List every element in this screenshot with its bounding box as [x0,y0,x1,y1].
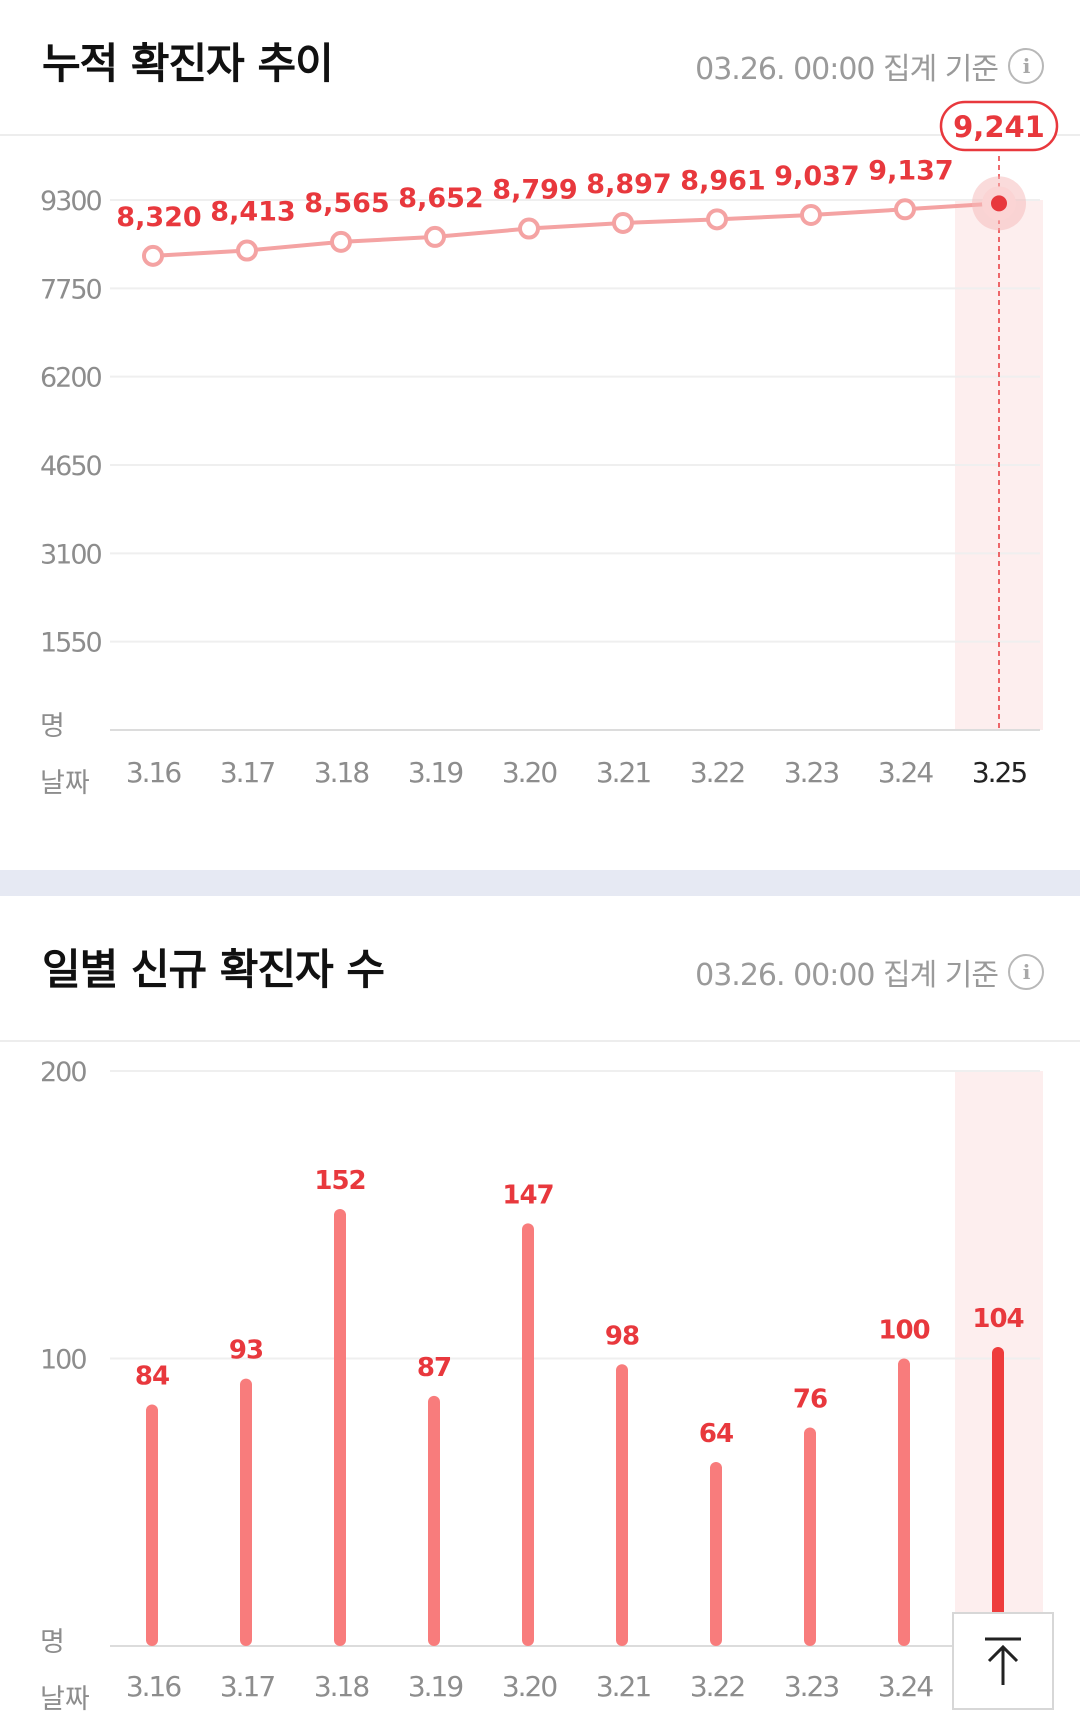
data-label: 8,652 [398,183,483,214]
daily-meta-text: 03.26. 00:00 집계 기준 [695,958,999,993]
y-tick-label: 6200 [40,363,102,394]
bar [710,1462,722,1646]
x-tick-label: 3.19 [408,1670,463,1703]
x-tick-label: 3.21 [596,756,651,789]
x-tick-label: 3.25 [972,756,1027,789]
y-tick-label: 1550 [40,628,102,659]
y-axis-unit: 명 [40,711,65,742]
data-point [142,244,164,267]
data-point [800,203,822,226]
bar [334,1209,346,1646]
x-tick-label: 3.22 [690,1670,745,1703]
daily-bar-chart: 100 200 명날짜 3.16 3.17 3.18 3.19 3.20 3.21 3.22 3.2… [40,1057,1043,1715]
x-axis-label: 날짜 [40,1684,90,1715]
section-divider [0,870,1080,896]
daily-title: 일별 신규 확진자 수 [42,945,385,994]
data-label: 98 [605,1321,639,1351]
y-tick-label: 100 [40,1345,86,1376]
x-tick-label: 3.23 [784,1670,839,1703]
data-label: 147 [502,1180,553,1210]
arrow-up-to-top-icon [985,1637,1021,1685]
daily-section: 일별 신규 확진자 수 03.26. 00:00 집계 기준 i 100 200 명… [0,896,1080,1721]
bar [616,1364,628,1646]
y-tick-label: 200 [40,1057,86,1088]
data-point [991,195,1007,212]
bar [146,1404,158,1646]
daily-header-divider [0,1040,1080,1042]
data-point [424,225,446,248]
data-label: 8,320 [116,202,201,233]
x-tick-label: 3.24 [878,1670,934,1703]
y-tick-label: 3100 [40,539,102,570]
data-point [612,211,634,234]
cumulative-line-chart: 1550 3100 4650 6200 7750 9300 명날짜 3.16 3.17 3.18 3… [40,100,1059,799]
data-label: 8,897 [586,169,671,200]
data-point [706,208,728,231]
data-label: 84 [135,1362,169,1392]
x-tick-label: 3.17 [220,1670,275,1703]
bar [992,1347,1004,1646]
data-point [236,239,258,262]
cumulative-meta-text: 03.26. 00:00 집계 기준 [695,52,999,87]
data-label: 100 [878,1316,929,1346]
y-tick-label: 9300 [40,186,102,217]
bar [428,1395,440,1646]
data-label: 64 [699,1419,733,1449]
x-tick-label: 3.24 [878,756,934,789]
y-axis-unit: 명 [40,1627,65,1658]
data-label: 87 [417,1353,451,1383]
x-tick-label: 3.18 [314,1670,369,1703]
x-tick-label: 3.23 [784,756,839,789]
x-tick-label: 3.22 [690,756,745,789]
x-tick-label: 3.20 [502,756,557,789]
highlight-callout [939,100,1059,152]
scroll-to-top-button[interactable] [952,1612,1054,1710]
cumulative-title: 누적 확진자 추이 [42,39,334,88]
data-point [518,217,540,240]
daily-meta: 03.26. 00:00 집계 기준 i [695,950,1044,994]
cumulative-meta: 03.26. 00:00 집계 기준 i [695,44,1044,88]
x-axis-label: 날짜 [40,768,90,799]
data-label: 76 [793,1385,827,1415]
x-tick-label: 3.18 [314,756,369,789]
data-label: 8,565 [304,188,389,219]
data-label: 9,037 [774,161,859,192]
series-line [152,201,1000,258]
x-tick-label: 3.17 [220,756,275,789]
data-label: 104 [972,1304,1023,1334]
x-tick-label: 3.20 [502,1670,557,1703]
data-label: 9,137 [868,155,953,186]
info-icon[interactable]: i [1008,48,1044,84]
data-point [330,230,352,253]
data-label: 152 [314,1166,365,1196]
data-point [894,198,916,221]
data-label: 93 [229,1336,263,1366]
x-tick-label: 3.16 [126,1670,182,1703]
info-icon[interactable]: i [1008,954,1044,990]
data-label: 9,241 [953,110,1045,144]
bar [898,1358,910,1646]
y-tick-label: 4650 [40,451,102,482]
x-tick-label: 3.16 [126,756,182,789]
y-tick-label: 7750 [40,274,102,305]
cumulative-section: 누적 확진자 추이 03.26. 00:00 집계 기준 i 1550 3100 4… [0,39,1080,799]
x-tick-label: 3.21 [596,1670,651,1703]
data-label: 8,961 [680,165,765,196]
cumulative-header-divider [0,134,1080,136]
bar [522,1223,534,1646]
data-label: 8,799 [492,175,577,206]
bar [804,1427,816,1646]
x-tick-label: 3.19 [408,756,463,789]
bar [240,1378,252,1646]
data-label: 8,413 [210,197,295,228]
